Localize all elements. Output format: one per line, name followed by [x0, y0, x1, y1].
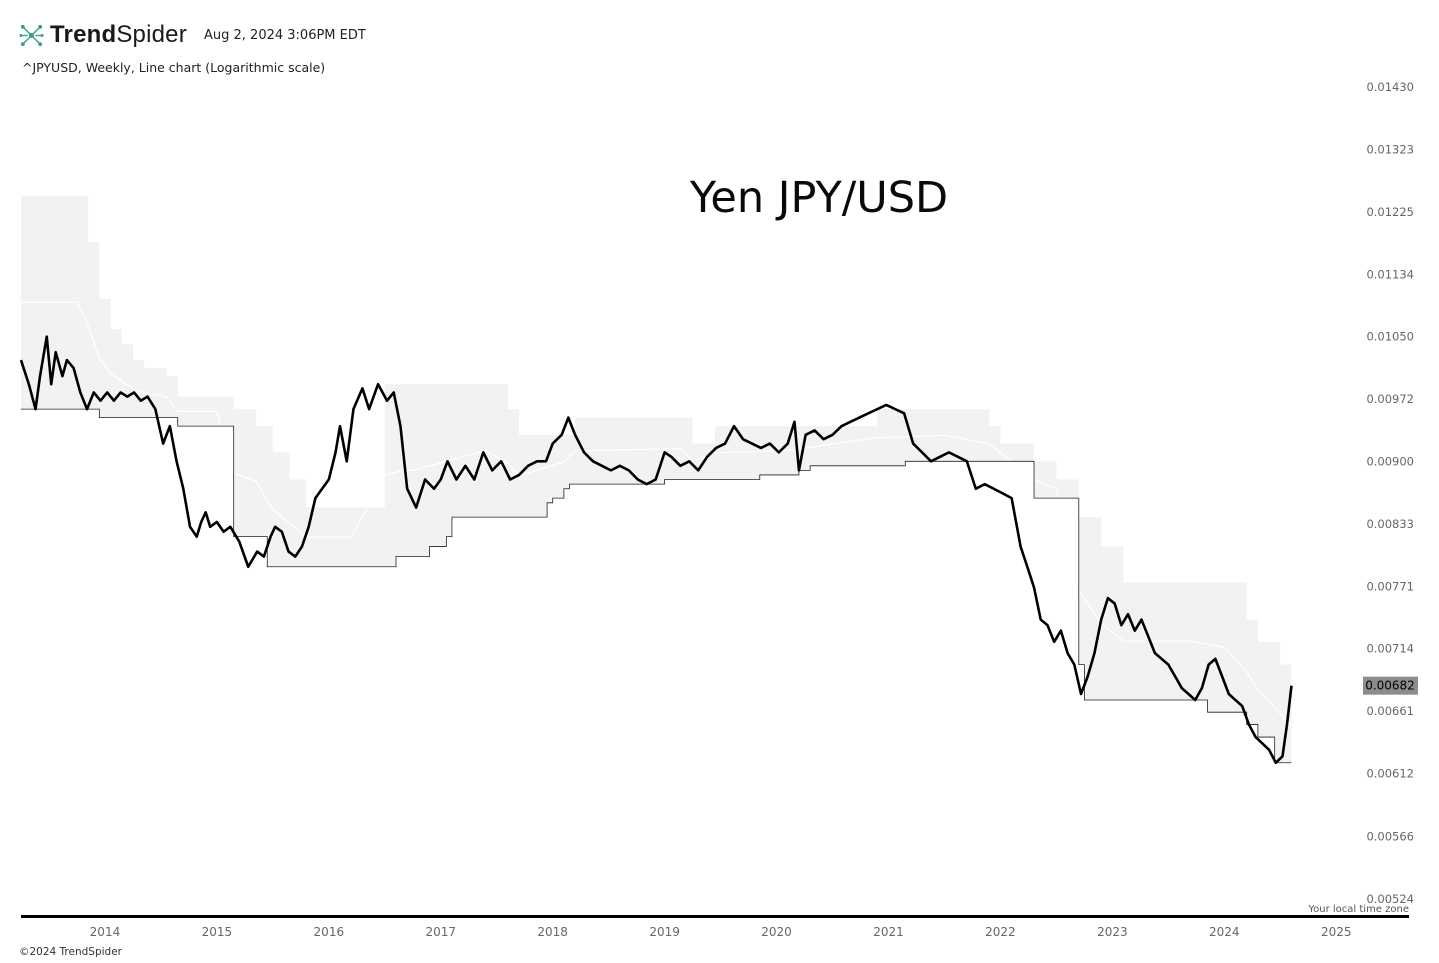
- y-tick-label: 0.00900: [1366, 454, 1414, 468]
- brand-logo: TrendSpider: [19, 21, 187, 49]
- x-axis-line: [21, 915, 1409, 918]
- x-tick-label: 2020: [761, 925, 792, 939]
- x-tick-label: 2023: [1097, 925, 1128, 939]
- brand-name: TrendSpider: [50, 21, 187, 48]
- y-tick-label: 0.00612: [1366, 766, 1414, 780]
- y-tick-label: 0.00714: [1366, 642, 1414, 656]
- x-tick-label: 2016: [314, 925, 345, 939]
- copyright-footer: ©2024 TrendSpider: [19, 946, 122, 958]
- y-tick-label: 0.00972: [1366, 392, 1414, 406]
- y-tick-label: 0.01225: [1366, 205, 1414, 219]
- x-tick-label: 2022: [985, 925, 1016, 939]
- price-line: [19, 335, 1293, 765]
- y-tick-label: 0.01134: [1366, 267, 1414, 281]
- y-tick-label: 0.00833: [1366, 517, 1414, 531]
- x-tick-label: 2014: [90, 925, 121, 939]
- x-tick-label: 2025: [1321, 925, 1352, 939]
- x-tick-label: 2015: [202, 925, 233, 939]
- y-tick-label: 0.01430: [1366, 80, 1414, 94]
- x-tick-label: 2017: [425, 925, 456, 939]
- timezone-note: Your local time zone: [1308, 904, 1409, 915]
- y-tick-label: 0.01323: [1366, 143, 1414, 157]
- channel-lower-line: [21, 408, 1292, 764]
- y-tick-label: 0.00771: [1366, 579, 1414, 593]
- y-tick-label: 0.00661: [1366, 704, 1414, 718]
- y-tick-label: 0.00566: [1366, 829, 1414, 843]
- channel-mid-line: [21, 301, 1292, 726]
- last-price-label: 0.00682: [1365, 679, 1415, 693]
- trendspider-logo-icon: [19, 24, 44, 46]
- x-tick-label: 2018: [537, 925, 568, 939]
- x-tick-label: 2024: [1209, 925, 1240, 939]
- chart-title: Yen JPY/USD: [689, 173, 948, 223]
- y-tick-label: 0.00524: [1366, 892, 1414, 906]
- y-tick-label: 0.01050: [1366, 330, 1414, 344]
- x-tick-label: 2021: [873, 925, 904, 939]
- chart-timestamp: Aug 2, 2024 3:06PM EDT: [204, 28, 366, 43]
- last-price-badge: [1363, 676, 1418, 695]
- x-tick-label: 2019: [649, 925, 680, 939]
- chart-subtitle: ^JPYUSD, Weekly, Line chart (Logarithmic…: [22, 60, 326, 75]
